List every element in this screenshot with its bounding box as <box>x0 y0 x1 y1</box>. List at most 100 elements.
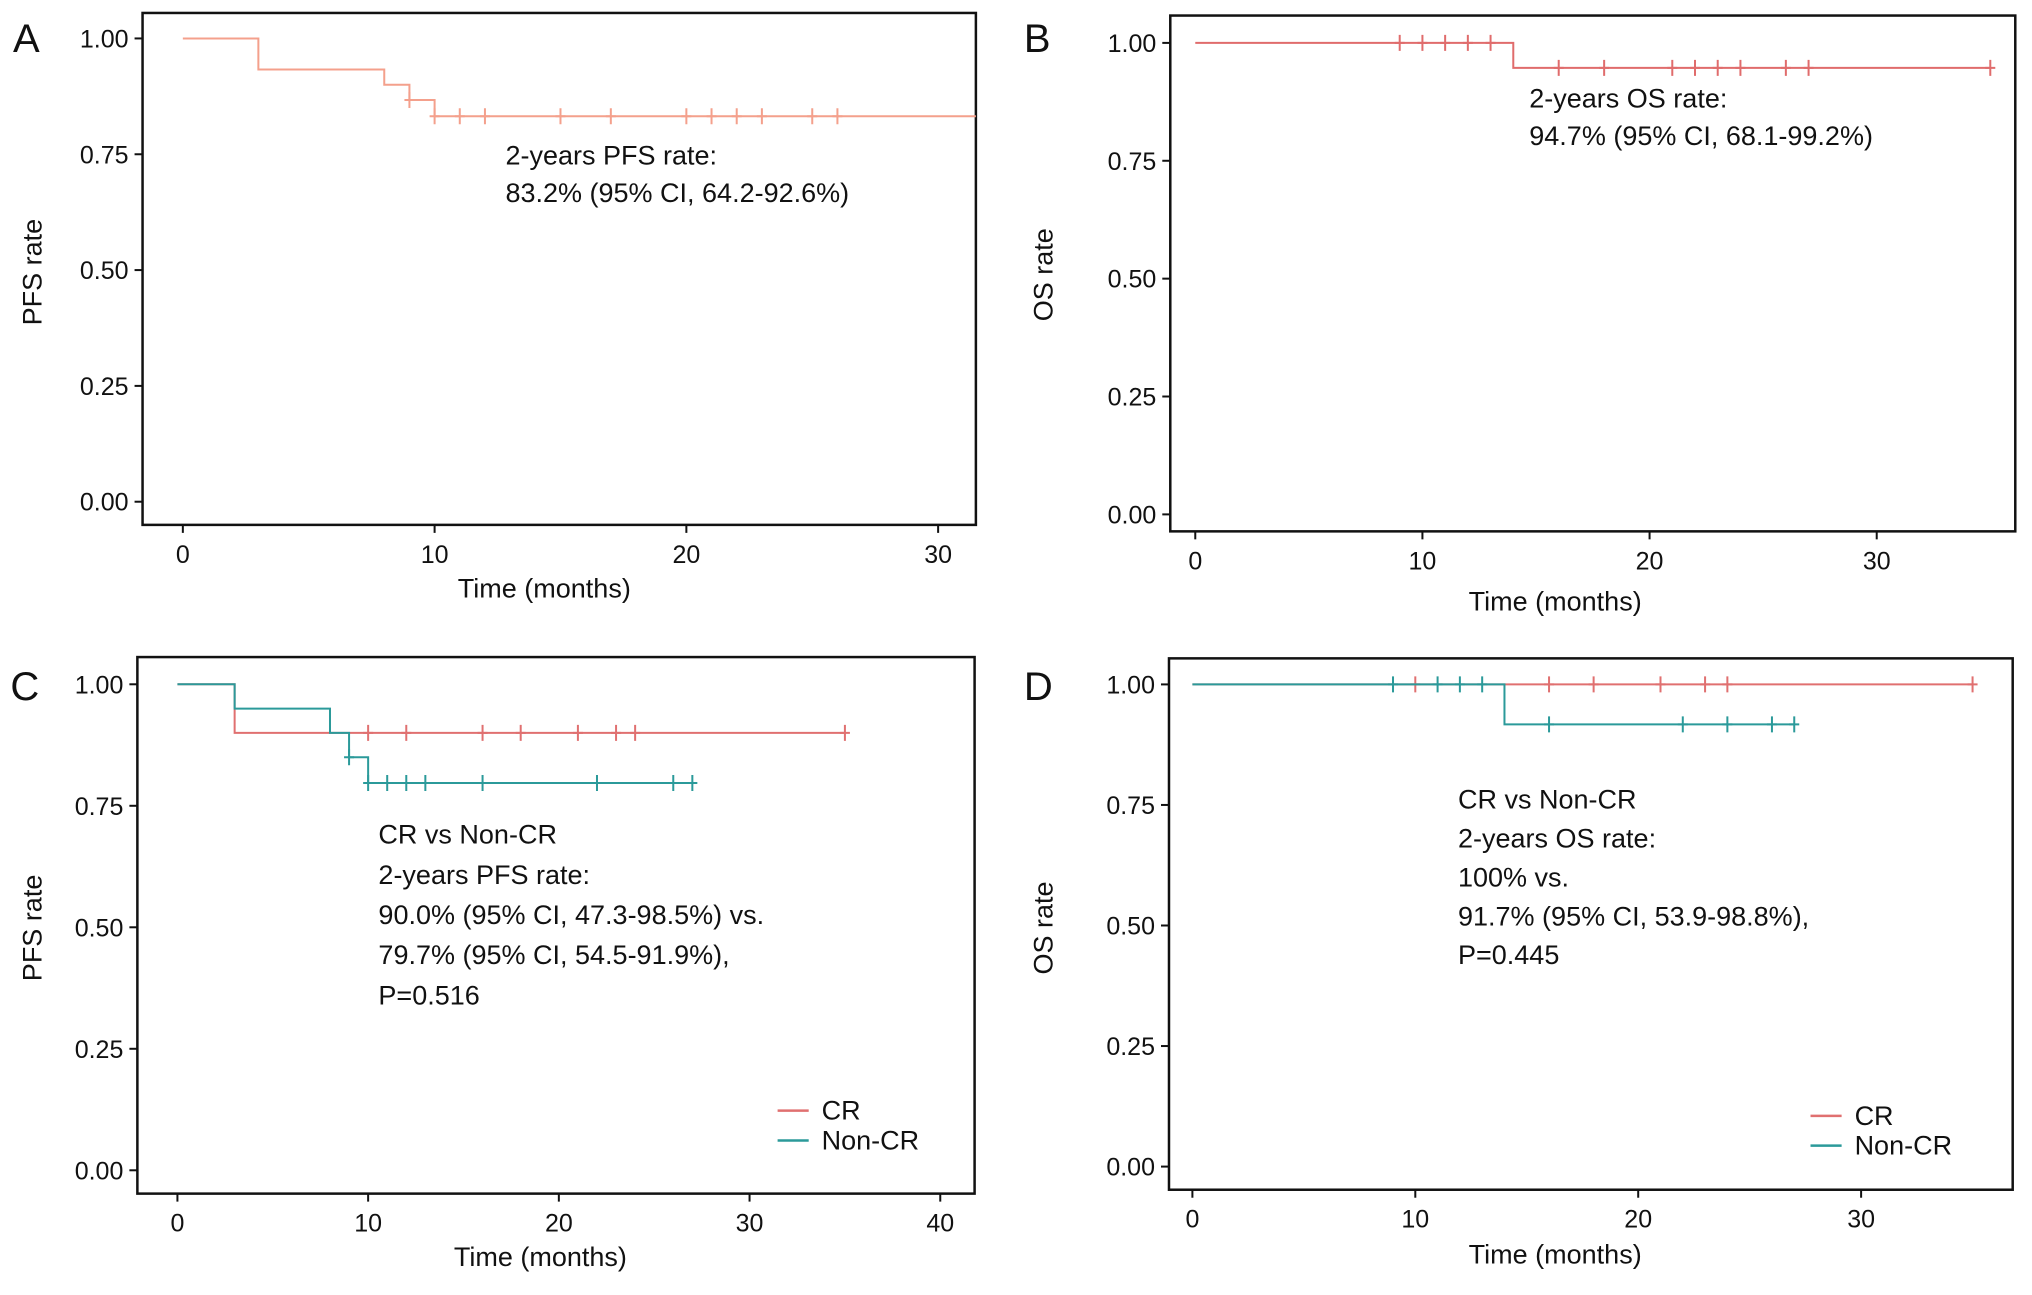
survival-curve <box>1195 41 1991 69</box>
censor-mark <box>1722 716 1733 733</box>
y-tick-label: 0.75 <box>80 141 129 169</box>
plot-frame <box>136 655 976 1195</box>
censor-mark <box>477 774 488 791</box>
censor-mark <box>429 108 440 125</box>
y-tick-label: 0.25 <box>80 373 129 401</box>
x-tick-label: 0 <box>1188 547 1202 575</box>
x-tick-label: 30 <box>1847 1206 1875 1234</box>
y-tick-label: 0.00 <box>80 489 129 517</box>
y-tick-label: 0.25 <box>1108 384 1157 412</box>
y-tick-label: 0.25 <box>75 1036 124 1064</box>
censor-mark <box>839 724 850 741</box>
panel-label: D <box>1024 665 1053 709</box>
censor-mark <box>1454 676 1465 693</box>
censor-mark <box>1722 676 1733 693</box>
annotation: CR vs Non-CR <box>1458 785 1637 815</box>
censor-mark <box>1417 34 1428 51</box>
survival-curve <box>182 37 976 118</box>
annotation: CR vs Non-CR <box>378 820 557 850</box>
annotation: 2-years OS rate: <box>1529 84 1727 114</box>
y-tick-label: 0.75 <box>1108 148 1157 176</box>
censor-mark <box>1712 59 1723 76</box>
y-tick-label: 0.50 <box>75 914 124 942</box>
annotation: 83.2% (95% CI, 64.2-92.6%) <box>505 178 849 208</box>
y-tick-label: 0.50 <box>1106 912 1155 940</box>
annotation: 2-years OS rate: <box>1458 824 1656 854</box>
plot-frame <box>1169 14 2017 533</box>
censor-mark <box>344 749 355 766</box>
y-tick-label: 0.25 <box>1106 1033 1155 1061</box>
censor-mark <box>630 724 641 741</box>
x-tick-label: 20 <box>1636 547 1664 575</box>
x-tick-label: 20 <box>545 1210 573 1238</box>
censor-mark <box>1985 59 1996 76</box>
panel-label: A <box>13 17 40 61</box>
legend-label: CR <box>822 1096 861 1126</box>
censor-mark <box>1544 716 1555 733</box>
y-tick-label: 1.00 <box>1106 671 1155 699</box>
x-tick-label: 0 <box>170 1210 184 1238</box>
censor-mark <box>832 108 843 125</box>
censor-mark <box>687 774 698 791</box>
censor-mark <box>1967 676 1978 693</box>
censor-mark <box>1544 676 1555 693</box>
annotation: 2-years PFS rate: <box>505 141 717 171</box>
y-tick-label: 0.00 <box>1106 1154 1155 1182</box>
y-axis-title: PFS rate <box>17 875 47 982</box>
censor-mark <box>605 108 616 125</box>
annotation: 100% vs. <box>1458 862 1569 892</box>
x-axis-title: Time (months) <box>1469 586 1642 616</box>
y-tick-label: 1.00 <box>75 671 124 699</box>
censor-mark <box>1440 34 1451 51</box>
survival-curve <box>1192 683 1795 726</box>
panel-label: C <box>10 665 39 709</box>
censor-mark <box>1803 59 1814 76</box>
censor-mark <box>668 774 679 791</box>
x-tick-label: 20 <box>1624 1206 1652 1234</box>
censor-mark <box>515 724 526 741</box>
y-tick-label: 0.75 <box>1106 792 1155 820</box>
censor-mark <box>555 108 566 125</box>
x-axis-title: Time (months) <box>458 573 631 603</box>
censor-mark <box>1735 59 1746 76</box>
panel-label: B <box>1024 17 1051 61</box>
x-tick-label: 0 <box>1185 1206 1199 1234</box>
censor-mark <box>404 92 415 109</box>
censor-mark <box>572 724 583 741</box>
x-tick-label: 40 <box>926 1210 954 1238</box>
censor-mark <box>1485 34 1496 51</box>
x-tick-label: 10 <box>421 541 449 569</box>
censor-mark <box>1667 59 1678 76</box>
x-axis-title: Time (months) <box>454 1242 627 1272</box>
x-tick-label: 10 <box>1401 1206 1429 1234</box>
censor-mark <box>1388 676 1399 693</box>
y-tick-label: 0.50 <box>1108 266 1157 294</box>
legend-label: CR <box>1855 1101 1894 1131</box>
annotation: 94.7% (95% CI, 68.1-99.2%) <box>1529 121 1873 151</box>
y-tick-label: 0.50 <box>80 257 129 285</box>
annotation: 91.7% (95% CI, 53.9-98.8%), <box>1458 901 1809 931</box>
censor-mark <box>731 108 742 125</box>
x-axis-title: Time (months) <box>1469 1240 1642 1270</box>
legend-label: Non-CR <box>1855 1131 1953 1161</box>
censor-mark <box>706 108 717 125</box>
x-tick-label: 20 <box>672 541 700 569</box>
censor-mark <box>363 724 374 741</box>
censor-mark <box>382 774 393 791</box>
censor-mark <box>420 774 431 791</box>
censor-mark <box>1766 716 1777 733</box>
y-axis-title: OS rate <box>1028 228 1058 321</box>
censor-mark <box>1655 676 1666 693</box>
x-tick-label: 30 <box>736 1210 764 1238</box>
censor-mark <box>401 774 412 791</box>
censor-mark <box>1690 59 1700 76</box>
y-tick-label: 1.00 <box>1108 30 1157 58</box>
y-axis-title: OS rate <box>1028 881 1058 974</box>
censor-mark <box>454 108 465 125</box>
annotation: P=0.445 <box>1458 940 1559 970</box>
censor-mark <box>681 108 692 125</box>
censor-mark <box>756 108 767 125</box>
legend-label: Non-CR <box>822 1125 920 1155</box>
